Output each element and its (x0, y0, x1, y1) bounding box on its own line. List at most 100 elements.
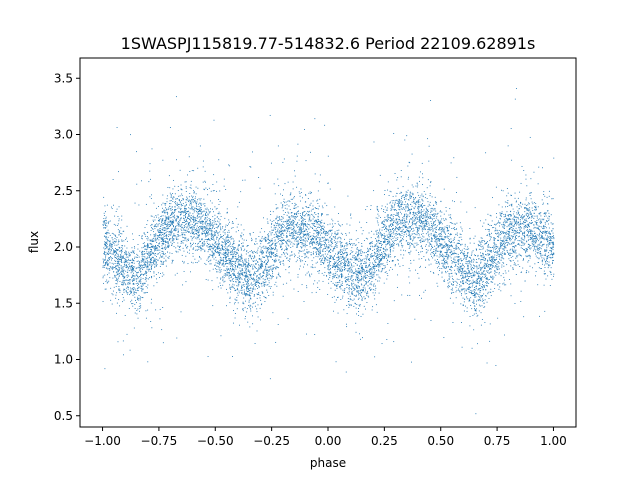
data-point (523, 232, 525, 234)
data-point (357, 250, 359, 252)
data-point (188, 231, 189, 233)
data-point (336, 245, 338, 247)
data-point (265, 269, 267, 271)
data-point (272, 294, 274, 296)
data-point (337, 297, 338, 298)
data-point (534, 246, 535, 247)
data-point (107, 240, 109, 242)
data-point (109, 246, 111, 248)
data-point (199, 207, 201, 209)
data-point (452, 227, 454, 229)
data-point (124, 257, 126, 259)
data-point (534, 236, 535, 237)
data-point (125, 290, 127, 292)
data-point (364, 262, 366, 264)
data-point (526, 250, 528, 252)
data-point (536, 223, 537, 225)
data-point (299, 193, 301, 194)
data-point (409, 191, 411, 193)
data-point (529, 248, 531, 250)
data-point (463, 255, 465, 257)
data-point (480, 274, 482, 276)
data-point (290, 221, 292, 223)
data-point (444, 241, 446, 243)
data-point (286, 222, 288, 224)
data-point (551, 223, 553, 225)
data-point (456, 222, 458, 224)
data-point (204, 226, 205, 228)
data-point (358, 260, 360, 262)
data-point (402, 245, 404, 247)
data-point (142, 267, 144, 269)
data-point (359, 279, 360, 281)
data-point (550, 214, 552, 216)
data-point (253, 295, 255, 297)
data-point (104, 227, 106, 229)
data-point (505, 237, 507, 239)
data-point (343, 249, 345, 251)
data-point (358, 249, 360, 251)
data-point (509, 239, 510, 240)
data-point (103, 259, 105, 261)
data-point (438, 256, 440, 258)
data-point (507, 202, 509, 204)
data-point (379, 249, 381, 251)
data-point (177, 228, 179, 230)
data-point (102, 265, 104, 267)
data-point (516, 256, 518, 258)
data-point (384, 240, 386, 242)
data-point (117, 223, 119, 225)
data-point (161, 238, 163, 240)
data-point (164, 232, 166, 234)
data-point (552, 236, 554, 238)
data-point (233, 287, 235, 289)
data-point (396, 199, 398, 201)
data-point (131, 261, 133, 263)
data-point (330, 256, 332, 258)
data-point (432, 208, 434, 210)
data-point (541, 260, 543, 262)
data-point (204, 170, 206, 172)
data-point (459, 290, 461, 292)
data-point (392, 225, 394, 226)
data-point (129, 287, 131, 289)
data-point (193, 209, 195, 211)
data-point (541, 235, 543, 237)
data-point (364, 261, 366, 262)
data-point (160, 218, 162, 220)
data-point (204, 205, 206, 207)
data-point (121, 294, 123, 295)
data-point (231, 278, 233, 280)
data-point (124, 265, 125, 267)
data-point (361, 267, 363, 269)
data-point (299, 259, 301, 261)
data-point (528, 271, 530, 273)
data-point (142, 278, 144, 280)
data-point (190, 271, 191, 273)
data-point (389, 242, 391, 244)
data-point (397, 237, 399, 239)
data-point (412, 230, 414, 232)
data-point (160, 216, 162, 217)
data-point (539, 242, 541, 244)
data-point (241, 258, 243, 260)
data-point (368, 232, 370, 234)
data-point (165, 265, 167, 267)
data-point (136, 271, 138, 273)
data-point (321, 228, 323, 230)
data-point (278, 225, 280, 227)
data-point (386, 203, 388, 205)
data-point (205, 233, 206, 235)
data-point (156, 223, 158, 225)
data-point (477, 283, 478, 284)
data-point (204, 223, 206, 225)
data-point (262, 281, 264, 283)
data-point (513, 219, 515, 221)
data-point (488, 230, 490, 232)
data-point (154, 254, 156, 256)
data-point (482, 289, 484, 291)
data-point (183, 210, 185, 212)
data-point (480, 277, 482, 279)
data-point (462, 269, 463, 271)
data-point (153, 261, 155, 263)
